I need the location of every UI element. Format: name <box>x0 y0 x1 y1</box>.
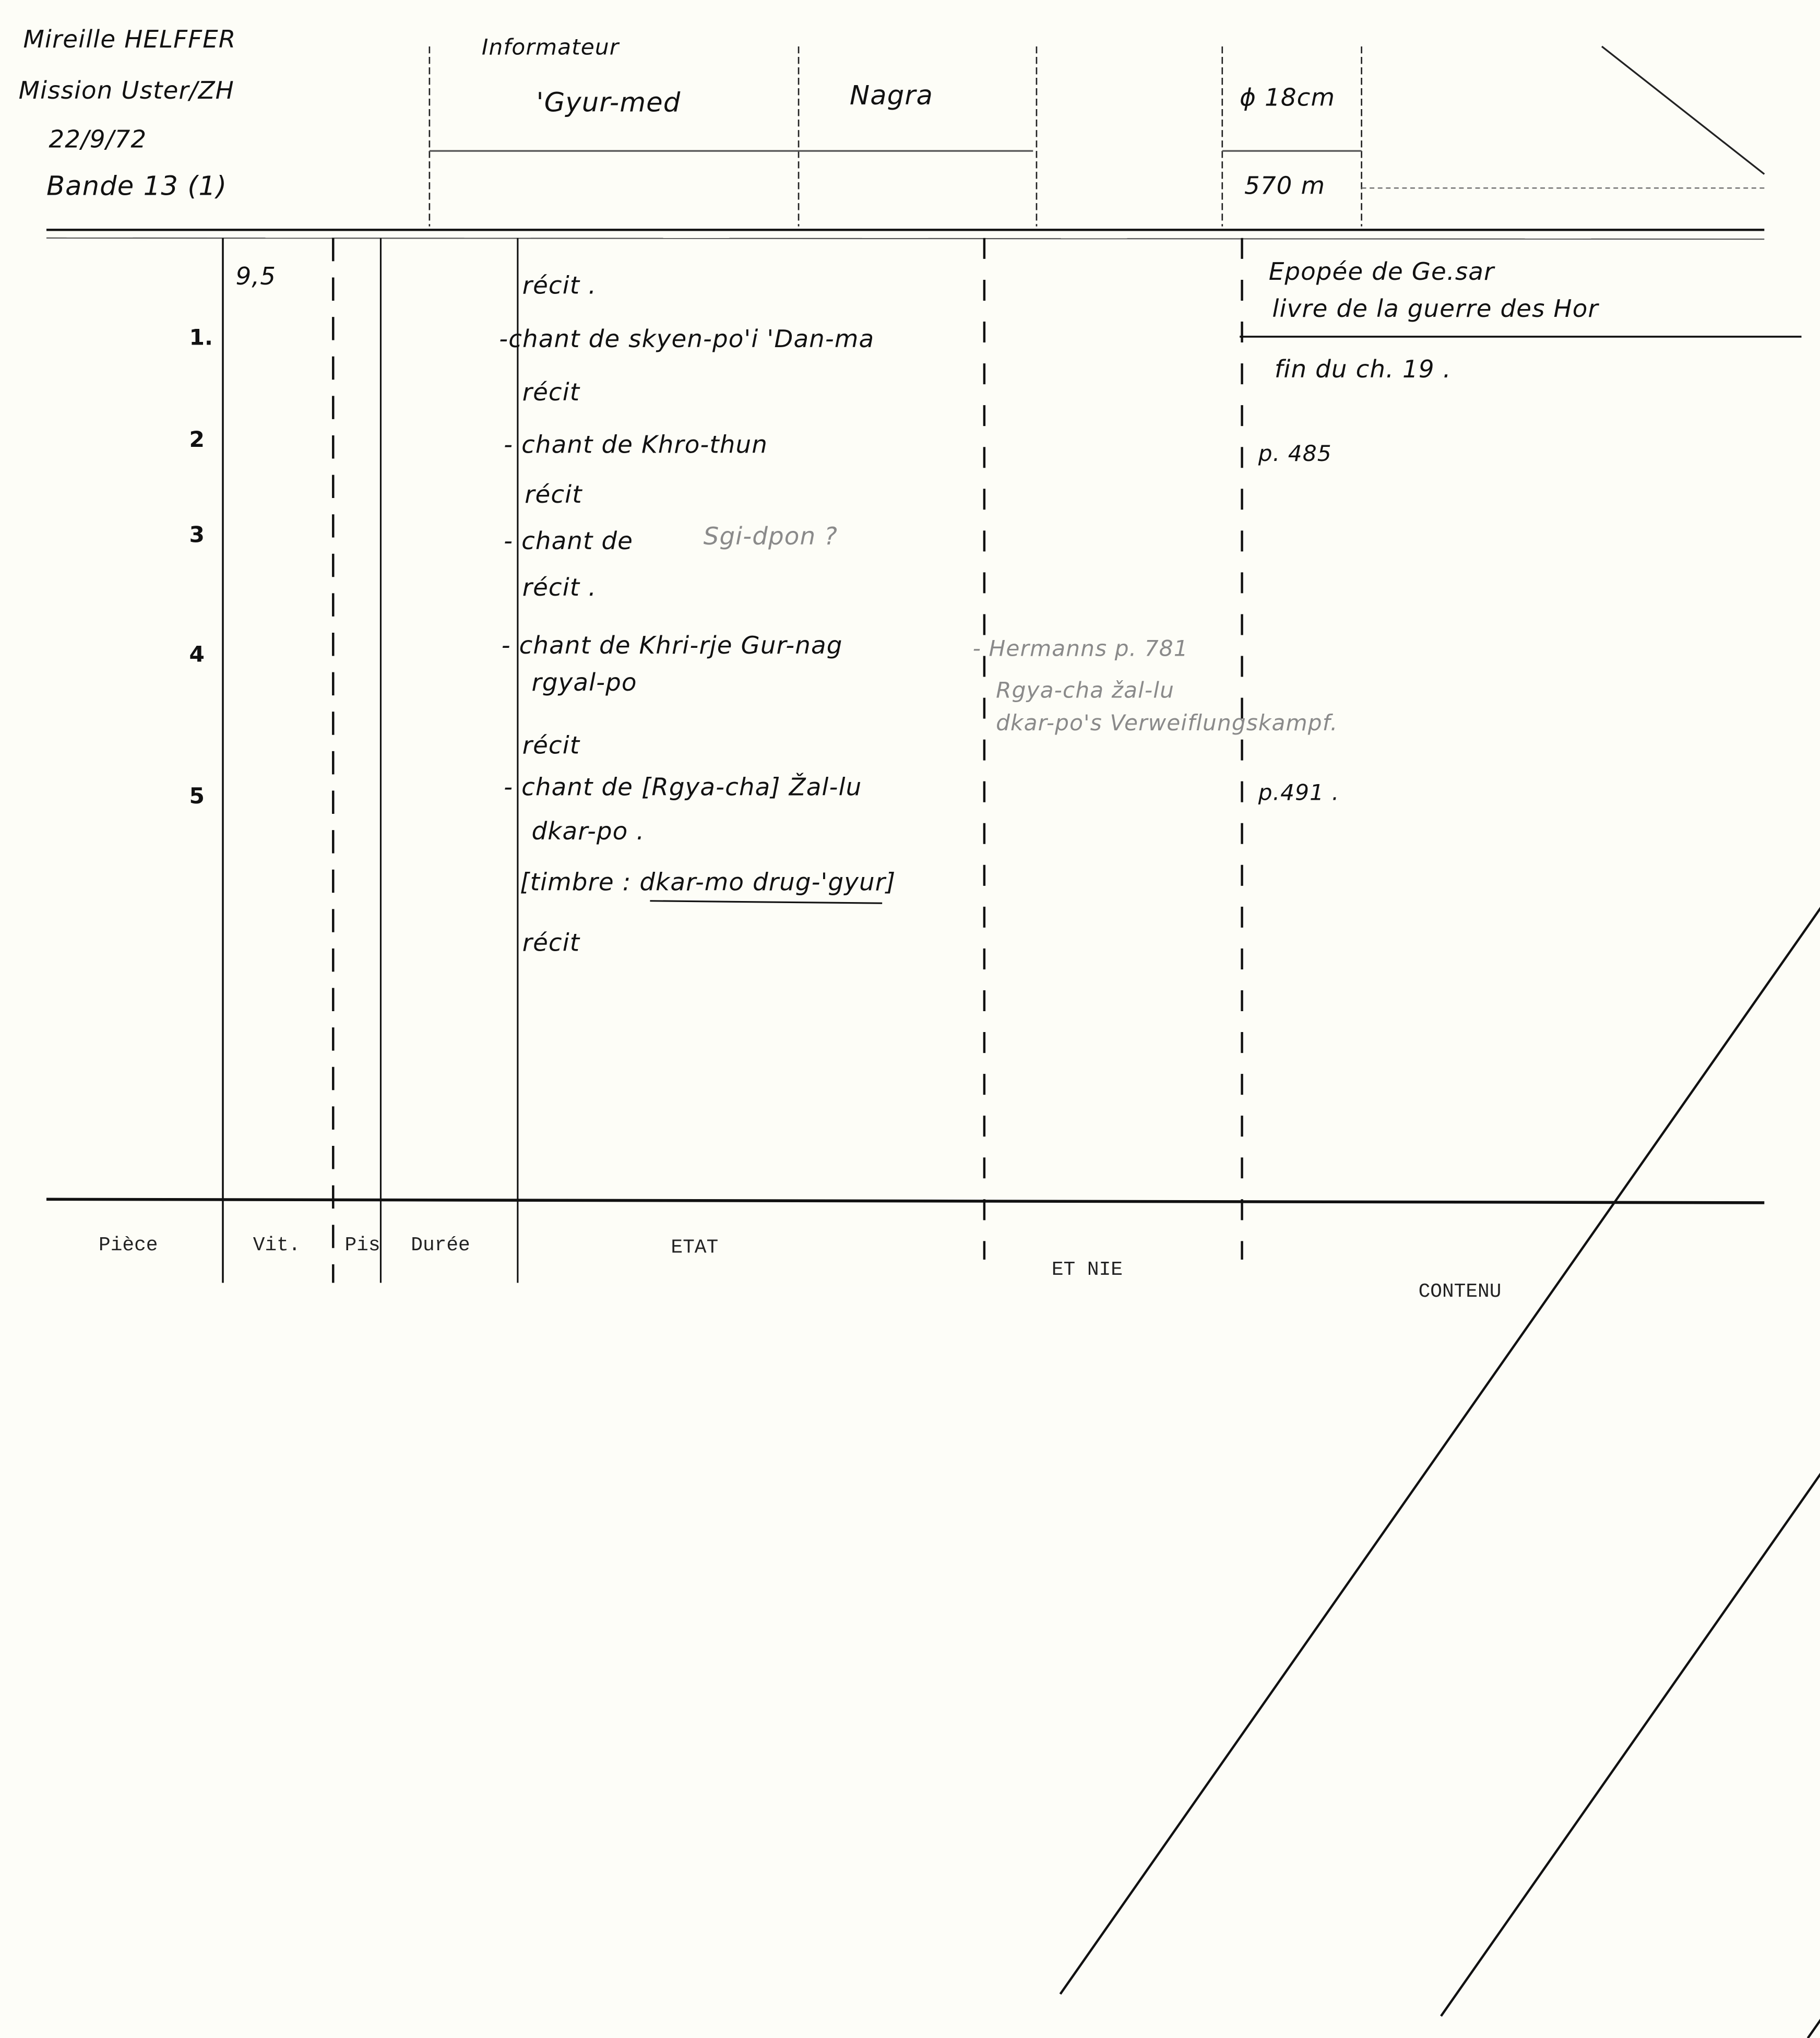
piece-number: 2 <box>189 427 205 453</box>
content-end: fin du ch. 19 . <box>1274 355 1452 383</box>
footer-content-struck: CONTENU <box>1419 1282 1820 1304</box>
informant-label: Informateur <box>481 34 620 61</box>
footer-study-struck: ET NIE <box>1052 1260 1820 1282</box>
piece-number: 4 <box>189 642 205 668</box>
reel-diameter: ϕ 18cm <box>1240 84 1336 112</box>
entry-line: récit <box>522 731 580 760</box>
page-ref: p.491 . <box>1258 780 1340 806</box>
mission: Mission Uster/ZH <box>18 76 234 105</box>
page-ref: p. 485 <box>1258 441 1332 467</box>
entry-line: - chant de Khri-rje Gur-nag <box>501 631 843 660</box>
entry-line: dkar-po . <box>531 817 645 845</box>
entry-line: - chant de <box>504 527 634 555</box>
entry-line: récit <box>525 480 582 509</box>
pencil-note: Sgi-dpon ? <box>703 522 838 551</box>
entry-line: récit . <box>522 573 597 601</box>
piece-number: 1. <box>189 325 213 351</box>
informant: 'Gyur-med <box>536 88 681 119</box>
tape-number: Bande 13 (1) <box>46 172 228 202</box>
card-rules <box>46 45 1802 1283</box>
entry-line: rgyal-po <box>531 668 637 697</box>
speed-value: 9,5 <box>235 262 277 290</box>
entry-line: récit . <box>522 271 597 300</box>
recorder: Nagra <box>849 81 933 112</box>
entry-line: [timbre : dkar-mo drug-'gyur] <box>520 868 896 896</box>
pencil-note: dkar-po's Verweiflungskampf. <box>996 710 1338 736</box>
piece-number: 5 <box>189 784 205 810</box>
pencil-note: - Hermanns p. 781 <box>972 636 1188 662</box>
content-subtitle: livre de la guerre des Hor <box>1272 294 1599 323</box>
tape-length: 570 m <box>1244 172 1326 200</box>
author: Mireille HELFFER <box>23 25 236 54</box>
entry-line: récit <box>522 929 580 957</box>
archive-card: Mireille HELFFER Mission Uster/ZH 22/9/7… <box>0 0 1820 1287</box>
entry-line: récit <box>522 378 580 407</box>
footer-speed: Vit. <box>253 1235 301 1258</box>
content-title: Epopée de Ge.sar <box>1268 257 1495 286</box>
piece-number: 3 <box>189 522 205 548</box>
footer-track: Pis <box>344 1235 380 1258</box>
entry-line: - chant de [Rgya-cha] Žal-lu <box>504 773 862 801</box>
entry-line: - chant de Khro-thun <box>504 431 768 459</box>
pencil-note: Rgya-cha žal-lu <box>996 678 1175 704</box>
date: 22/9/72 <box>49 125 147 153</box>
entry-line: -chant de skyen-po'i 'Dan-ma <box>499 325 875 353</box>
footer-state-struck: ETAT <box>671 1238 1820 1260</box>
footer-piece: Pièce <box>99 1235 158 1258</box>
footer-duration: Durée <box>411 1235 470 1258</box>
